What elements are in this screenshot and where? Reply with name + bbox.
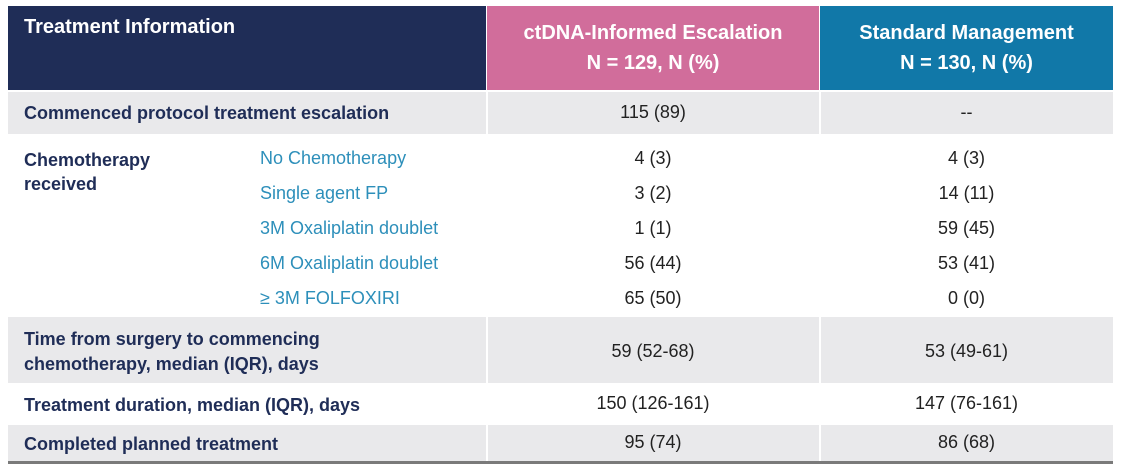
esc-value: 65 (50) — [624, 288, 682, 308]
std-value: 53 (41) — [937, 253, 996, 273]
esc-value: 3 (2) — [634, 183, 672, 203]
header-col2-title: ctDNA-Informed Escalation — [523, 22, 783, 44]
row-label: Completed planned treatment — [24, 434, 279, 454]
header-col3-title: Standard Management — [859, 22, 1074, 44]
row-label: Commenced protocol treatment escalation — [24, 103, 390, 123]
table-row: Treatment duration, median (IQR), days 1… — [8, 385, 1113, 423]
std-value: 86 (68) — [937, 432, 996, 452]
std-value: 0 (0) — [947, 288, 985, 308]
esc-value: 4 (3) — [634, 148, 672, 168]
chemo-label-line1: Chemotherapy — [24, 150, 151, 170]
std-value: 59 (45) — [937, 218, 996, 238]
time-label-line1: Time from surgery to commencing — [24, 329, 320, 349]
chemo-item-label: ≥ 3M FOLFOXIRI — [260, 288, 400, 308]
esc-value: 95 (74) — [624, 432, 682, 452]
row-label: Treatment duration, median (IQR), days — [24, 395, 361, 415]
esc-value: 1 (1) — [634, 218, 672, 238]
std-value: 147 (76-161) — [914, 393, 1019, 413]
esc-value: 59 (52-68) — [611, 341, 695, 361]
header-ctdna-escalation: ctDNA-Informed Escalation N = 129, N (%) — [487, 6, 819, 90]
esc-value: 56 (44) — [624, 253, 682, 273]
std-value: 14 (11) — [938, 183, 995, 203]
chemo-item-label: No Chemotherapy — [260, 148, 407, 168]
column-divider — [486, 92, 488, 461]
std-value: 4 (3) — [947, 148, 985, 168]
header-treatment-information: Treatment Information — [8, 6, 486, 90]
table-row: Completed planned treatment 95 (74) 86 (… — [8, 425, 1113, 461]
esc-value: 115 (89) — [620, 102, 686, 122]
header-col3-n: N = 130, N (%) — [900, 52, 1033, 74]
esc-value: 150 (126-161) — [596, 393, 710, 413]
std-value: 53 (49-61) — [924, 341, 1009, 361]
chemo-label-line2: received — [24, 174, 98, 194]
header-col2-n: N = 129, N (%) — [586, 52, 720, 74]
column-divider — [819, 92, 821, 461]
chemotherapy-block: Chemotherapy received No Chemotherapy 4 … — [8, 136, 1113, 316]
header-col1-label: Treatment Information — [24, 16, 236, 38]
table-row: Commenced protocol treatment escalation … — [8, 92, 1113, 134]
chemo-item-label: 6M Oxaliplatin doublet — [260, 253, 439, 273]
std-value: -- — [960, 102, 973, 122]
time-label-line2: chemotherapy, median (IQR), days — [24, 354, 319, 374]
chemo-item-label: 3M Oxaliplatin doublet — [260, 218, 439, 238]
chemo-item-label: Single agent FP — [260, 183, 389, 203]
table-bottom-rule — [8, 461, 1113, 464]
table-row: Time from surgery to commencing chemothe… — [8, 317, 1113, 383]
header-standard-management: Standard Management N = 130, N (%) — [820, 6, 1113, 90]
